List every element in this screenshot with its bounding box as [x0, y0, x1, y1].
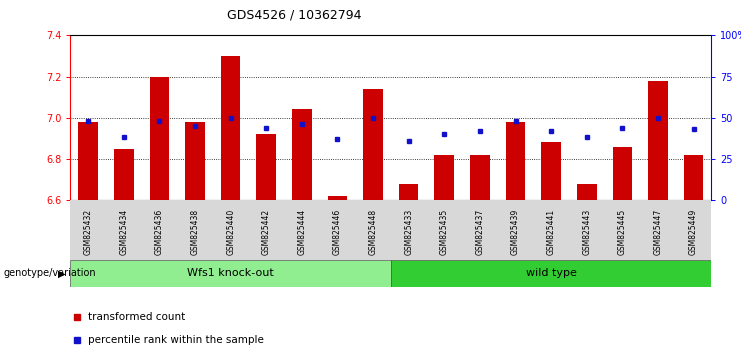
Text: GSM825433: GSM825433	[404, 209, 413, 255]
Text: wild type: wild type	[525, 268, 576, 279]
Text: percentile rank within the sample: percentile rank within the sample	[88, 335, 264, 346]
Bar	[648, 81, 668, 200]
Text: GSM825434: GSM825434	[119, 209, 128, 255]
Text: GSM825446: GSM825446	[333, 209, 342, 255]
Bar	[505, 122, 525, 200]
Text: GSM825438: GSM825438	[190, 209, 199, 255]
Bar	[399, 183, 419, 200]
Text: GSM825442: GSM825442	[262, 209, 270, 255]
Text: GSM825435: GSM825435	[440, 209, 449, 255]
Text: GSM825436: GSM825436	[155, 209, 164, 255]
Bar	[363, 89, 383, 200]
Text: GSM825441: GSM825441	[547, 209, 556, 255]
Bar	[542, 142, 561, 200]
Text: Wfs1 knock-out: Wfs1 knock-out	[187, 268, 274, 279]
Text: transformed count: transformed count	[88, 312, 185, 322]
Bar	[114, 149, 133, 200]
Bar	[150, 76, 169, 200]
Text: GDS4526 / 10362794: GDS4526 / 10362794	[227, 8, 362, 21]
Bar	[434, 155, 454, 200]
Text: GSM825448: GSM825448	[368, 209, 378, 255]
Bar	[221, 56, 240, 200]
Bar	[470, 155, 490, 200]
Text: ▶: ▶	[58, 268, 65, 279]
Text: GSM825443: GSM825443	[582, 209, 591, 255]
Bar	[79, 122, 98, 200]
Text: GSM825439: GSM825439	[511, 209, 520, 255]
Text: genotype/variation: genotype/variation	[4, 268, 96, 279]
Bar	[328, 196, 348, 200]
Bar	[391, 260, 711, 287]
Text: GSM825437: GSM825437	[476, 209, 485, 255]
Text: GSM825444: GSM825444	[297, 209, 306, 255]
Bar	[613, 147, 632, 200]
Text: GSM825447: GSM825447	[654, 209, 662, 255]
Text: GSM825445: GSM825445	[618, 209, 627, 255]
Text: GSM825449: GSM825449	[689, 209, 698, 255]
Bar	[577, 183, 597, 200]
Bar	[185, 122, 205, 200]
Bar	[70, 260, 391, 287]
Bar	[256, 134, 276, 200]
Bar	[292, 109, 312, 200]
Text: GSM825440: GSM825440	[226, 209, 235, 255]
Bar	[684, 155, 703, 200]
Text: GSM825432: GSM825432	[84, 209, 93, 255]
